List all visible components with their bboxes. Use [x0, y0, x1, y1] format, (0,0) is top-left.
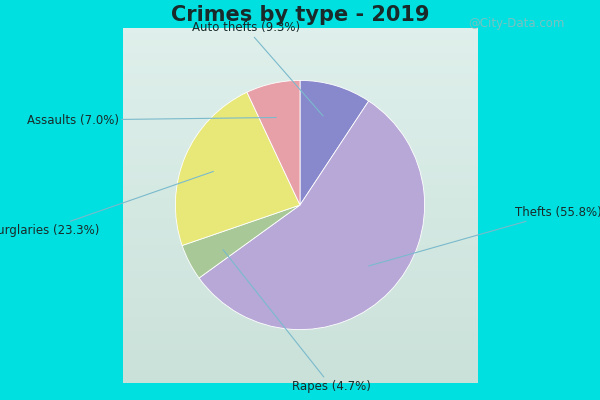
Text: Assaults (7.0%): Assaults (7.0%) [27, 114, 276, 126]
Text: Auto thefts (9.3%): Auto thefts (9.3%) [192, 22, 323, 116]
Wedge shape [182, 205, 300, 278]
Text: Rapes (4.7%): Rapes (4.7%) [223, 250, 371, 393]
Text: Crimes by type - 2019: Crimes by type - 2019 [171, 5, 429, 25]
Wedge shape [300, 80, 368, 205]
Wedge shape [199, 101, 425, 330]
Text: Burglaries (23.3%): Burglaries (23.3%) [0, 172, 214, 237]
Text: Thefts (55.8%): Thefts (55.8%) [369, 206, 600, 266]
Wedge shape [175, 92, 300, 246]
Text: @City-Data.com: @City-Data.com [469, 17, 565, 30]
Wedge shape [247, 80, 300, 205]
